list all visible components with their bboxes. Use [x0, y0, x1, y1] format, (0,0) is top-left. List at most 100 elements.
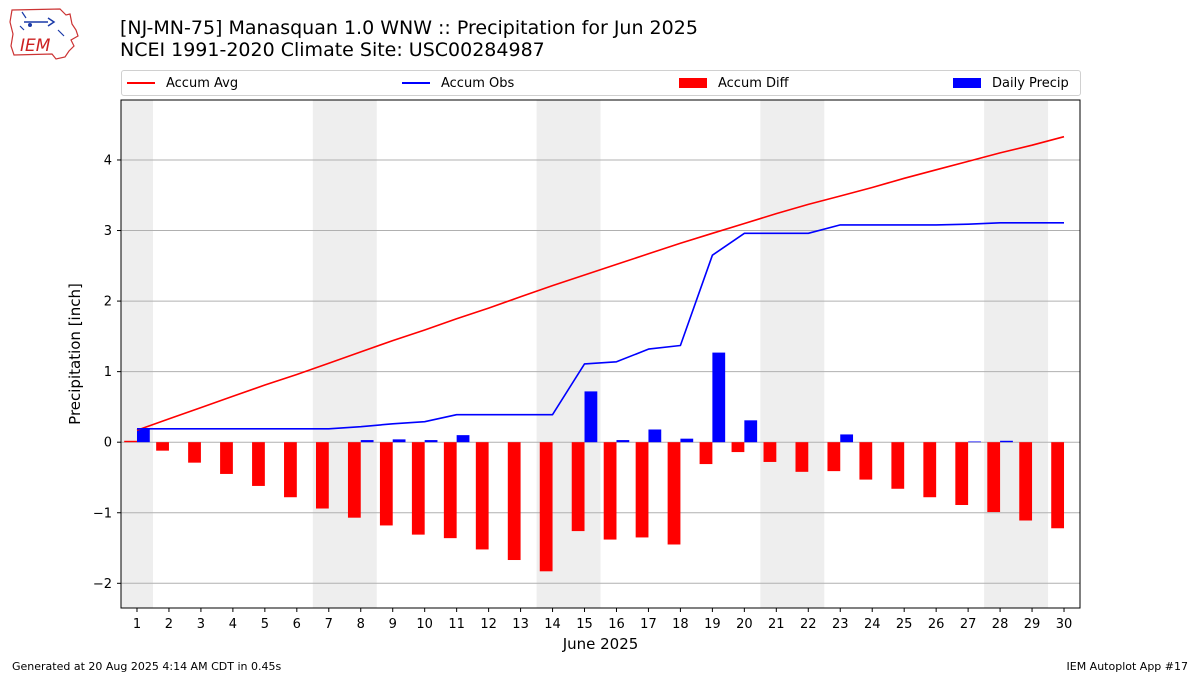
accum-diff-bar [507, 442, 521, 561]
x-tick-label: 9 [389, 617, 397, 632]
accum-diff-bar [379, 442, 393, 526]
legend-swatch-accum-obs [402, 82, 430, 84]
iem-logo: IEM [8, 6, 80, 60]
accum-diff-bar [252, 442, 265, 486]
legend-swatch-daily-precip [953, 78, 981, 88]
x-tick-label: 16 [608, 617, 625, 632]
y-tick-label: 4 [104, 153, 112, 168]
x-tick-label: 4 [229, 617, 237, 632]
bar-series [124, 352, 1065, 572]
accum-diff-bar [635, 442, 649, 538]
x-tick-label: 20 [736, 617, 753, 632]
x-tick-label: 12 [480, 617, 497, 632]
x-tick-label: 22 [800, 617, 817, 632]
accum-diff-bar [667, 442, 681, 545]
daily-precip-bar [392, 439, 406, 443]
x-tick-label: 6 [293, 617, 301, 632]
x-tick-label: 3 [197, 617, 205, 632]
accum-diff-bar [411, 442, 425, 535]
chart-subtitle: NCEI 1991-2020 Climate Site: USC00284987 [120, 39, 545, 61]
legend-swatch-accum-diff [679, 78, 707, 88]
daily-precip-bar [968, 441, 981, 443]
accum-diff-bar [475, 442, 489, 550]
daily-precip-bar [1000, 440, 1013, 443]
x-tick-label: 19 [704, 617, 721, 632]
accum-diff-bar [891, 442, 905, 489]
chart-legend: Accum Avg Accum Obs Accum Diff Daily Pre… [121, 70, 1081, 96]
accum-diff-bar [923, 442, 937, 498]
x-tick-label: 21 [768, 617, 785, 632]
legend-label: Accum Obs [441, 75, 515, 91]
weekend-band [312, 100, 377, 608]
svg-text:IEM: IEM [20, 36, 51, 56]
x-tick-label: 23 [832, 617, 849, 632]
line-series [136, 135, 1065, 431]
y-tick-label: −2 [93, 577, 112, 592]
x-tick-label: 2 [165, 617, 173, 632]
y-tick-label: −1 [93, 506, 112, 521]
legend-item-accum-obs: Accum Obs [402, 71, 514, 95]
legend-label: Accum Avg [166, 75, 239, 91]
daily-precip-bar [648, 429, 662, 443]
accum-diff-bar [731, 442, 745, 453]
accum-diff-bar [124, 440, 137, 443]
legend-item-daily-precip: Daily Precip [953, 71, 1069, 95]
y-tick-label: 0 [104, 436, 112, 451]
accum-diff-bar [763, 442, 777, 462]
y-axis-label: Precipitation [inch] [66, 283, 84, 425]
legend-label: Accum Diff [718, 75, 789, 91]
accum-diff-bar [827, 442, 841, 472]
accum-diff-bar [603, 442, 617, 540]
accum-diff-bar [795, 442, 809, 472]
daily-precip-bar [712, 352, 726, 443]
plot-frame [120, 99, 1081, 609]
x-tick-label: 18 [672, 617, 689, 632]
y-tick-label: 3 [104, 224, 112, 239]
app-credit: IEM Autoplot App #17 [1066, 660, 1189, 673]
x-tick-label: 28 [992, 617, 1009, 632]
legend-label: Daily Precip [992, 75, 1069, 91]
y-tick-label: 2 [104, 295, 112, 310]
x-tick-label: 24 [864, 617, 881, 632]
x-tick-label: 15 [576, 617, 593, 632]
x-tick-label: 26 [928, 617, 945, 632]
accum-diff-bar [188, 442, 201, 463]
accum-diff-bar [1019, 442, 1033, 521]
accum-diff-bar [443, 442, 457, 539]
daily-precip-bar [456, 435, 470, 443]
x-tick-label: 10 [416, 617, 433, 632]
x-tick-label: 7 [325, 617, 333, 632]
legend-item-accum-avg: Accum Avg [127, 71, 238, 95]
daily-precip-bar [744, 420, 758, 443]
x-tick-label: 13 [512, 617, 529, 632]
generated-timestamp: Generated at 20 Aug 2025 4:14 AM CDT in … [12, 660, 282, 673]
accum-diff-bar [859, 442, 873, 480]
daily-precip-bar [136, 428, 150, 443]
grid-lines [121, 159, 1080, 584]
daily-precip-bar [616, 440, 630, 443]
y-tick-label: 1 [104, 365, 112, 380]
legend-swatch-accum-avg [127, 82, 155, 84]
x-axis: 1 2 3 4 5 6 7 8 9 10 11 12 13 14 15 16 17 18 19 20 21 22 23 24 2… [133, 608, 1072, 632]
daily-precip-bar [680, 438, 694, 443]
accum-diff-bar [699, 442, 713, 465]
daily-precip-bar [424, 440, 438, 443]
chart-title: [NJ-MN-75] Manasquan 1.0 WNW :: Precipit… [120, 17, 698, 39]
accum-diff-bar [156, 442, 169, 451]
weekend-band [760, 100, 825, 608]
x-tick-label: 17 [640, 617, 657, 632]
x-tick-label: 30 [1056, 617, 1073, 632]
weekend-band [121, 100, 153, 608]
accum-diff-bar [987, 442, 1001, 513]
x-tick-label: 11 [448, 617, 465, 632]
accum-diff-bar [220, 442, 233, 474]
weekend-band [984, 100, 1049, 608]
daily-precip-bar [360, 440, 374, 443]
x-tick-label: 25 [896, 617, 913, 632]
x-tick-label: 14 [544, 617, 561, 632]
accum-diff-bar [315, 442, 329, 509]
y-axis: −2 −1 0 1 2 3 4 [93, 153, 121, 592]
x-tick-label: 8 [357, 617, 365, 632]
accum-obs-line [137, 222, 1064, 430]
